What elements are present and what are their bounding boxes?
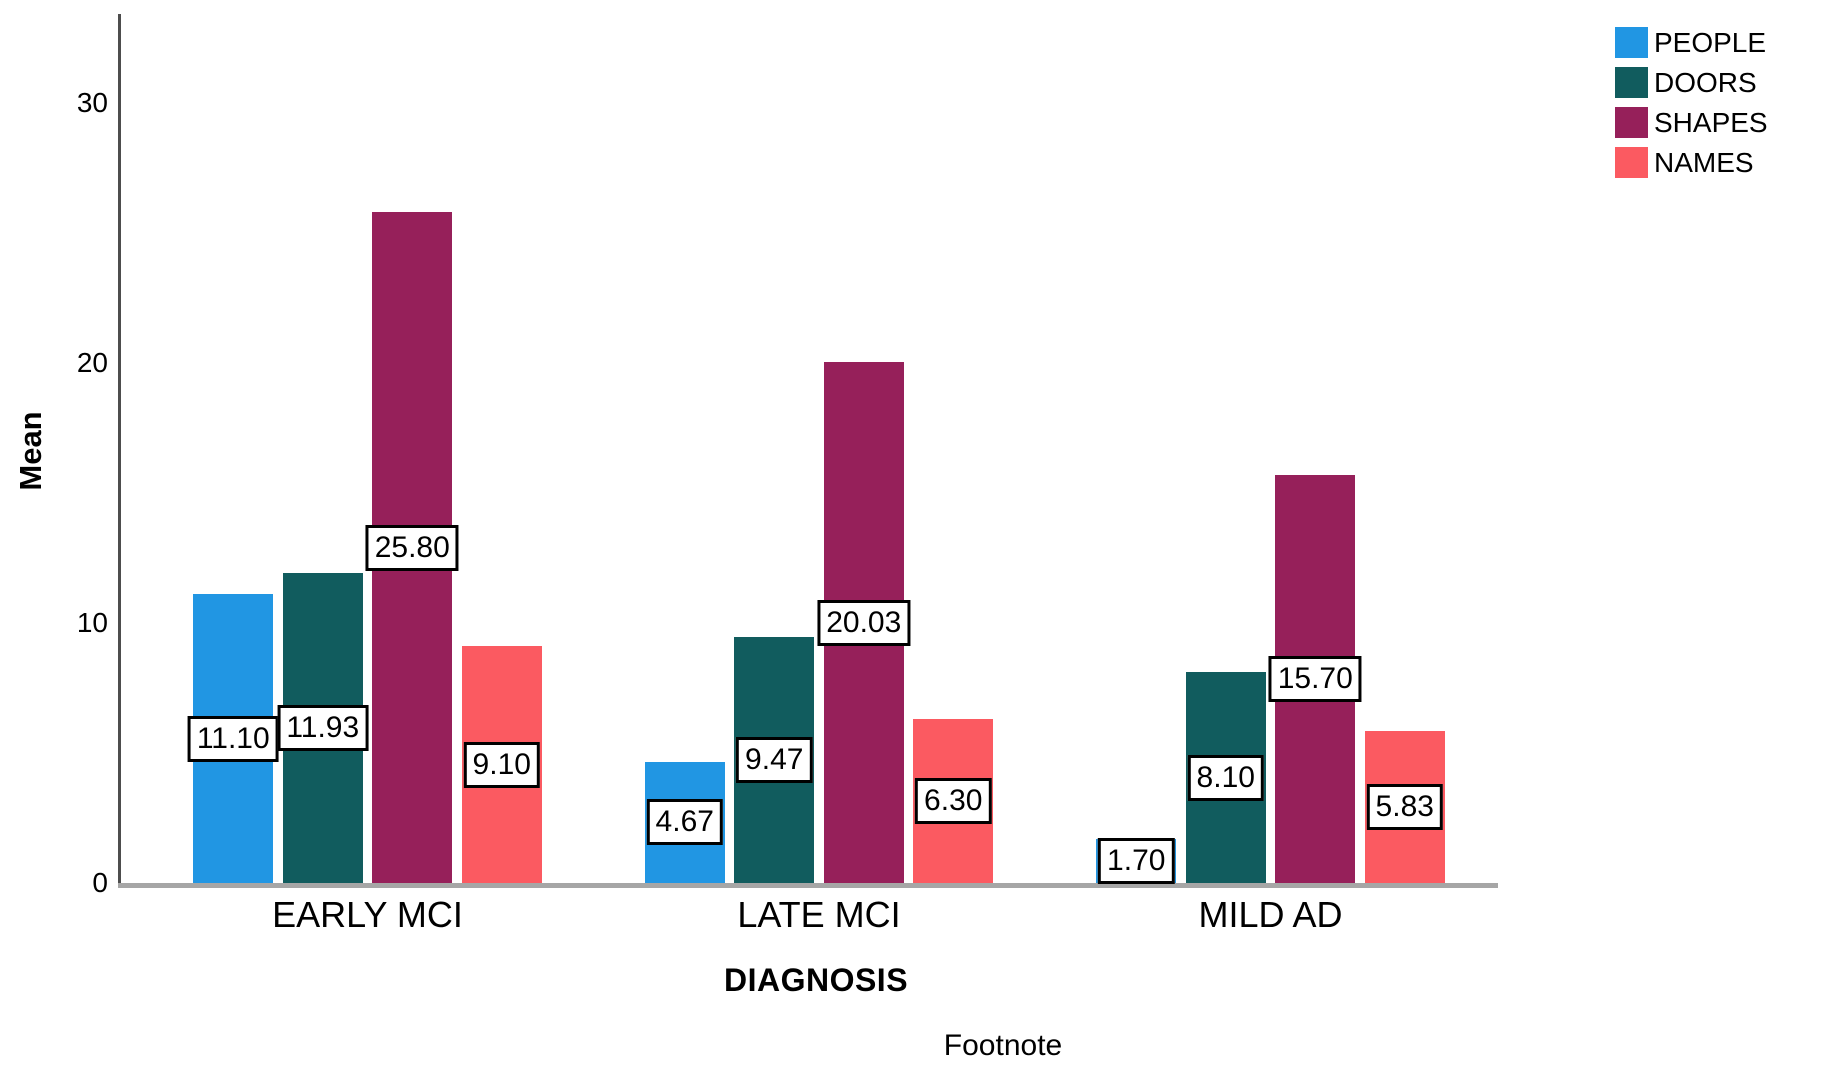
y-tick-label: 0 xyxy=(92,867,108,898)
legend-swatch-doors xyxy=(1615,67,1648,98)
value-label: 5.83 xyxy=(1366,784,1443,831)
legend-swatch-people xyxy=(1615,27,1648,58)
y-tick-label: 30 xyxy=(76,87,108,118)
category-label: MILD AD xyxy=(1198,894,1343,935)
category-label: EARLY MCI xyxy=(272,894,463,935)
value-label: 20.03 xyxy=(817,599,911,646)
legend-item: PEOPLE xyxy=(1615,27,1768,58)
legend-swatch-shapes xyxy=(1615,107,1648,138)
legend-item: NAMES xyxy=(1615,147,1768,178)
value-label: 6.30 xyxy=(915,778,992,825)
value-label: 15.70 xyxy=(1268,655,1362,702)
value-label: 9.10 xyxy=(463,741,540,788)
legend-item: SHAPES xyxy=(1615,107,1768,138)
legend-item: DOORS xyxy=(1615,67,1768,98)
y-tick-label: 10 xyxy=(76,607,108,638)
category-label: LATE MCI xyxy=(737,894,901,935)
legend-label: PEOPLE xyxy=(1654,27,1767,58)
value-label: 1.70 xyxy=(1098,837,1175,884)
legend-label: NAMES xyxy=(1654,147,1754,178)
value-label: 9.47 xyxy=(736,736,813,783)
legend: PEOPLE DOORS SHAPES NAMES xyxy=(1615,27,1768,187)
legend-label: SHAPES xyxy=(1654,107,1768,138)
legend-label: DOORS xyxy=(1654,67,1757,98)
y-axis-title: Mean xyxy=(13,411,48,491)
x-axis-baseline xyxy=(118,883,1498,888)
value-label: 4.67 xyxy=(646,799,723,846)
value-label: 11.93 xyxy=(277,704,369,751)
value-label: 8.10 xyxy=(1187,754,1264,801)
chart-footnote: Footnote xyxy=(943,1029,1063,1062)
x-axis-title: DIAGNOSIS xyxy=(723,962,909,998)
y-axis-line xyxy=(118,14,121,888)
y-tick-label: 20 xyxy=(76,347,108,378)
legend-swatch-names xyxy=(1615,147,1648,178)
value-label: 11.10 xyxy=(187,715,279,762)
value-label: 25.80 xyxy=(365,524,459,571)
